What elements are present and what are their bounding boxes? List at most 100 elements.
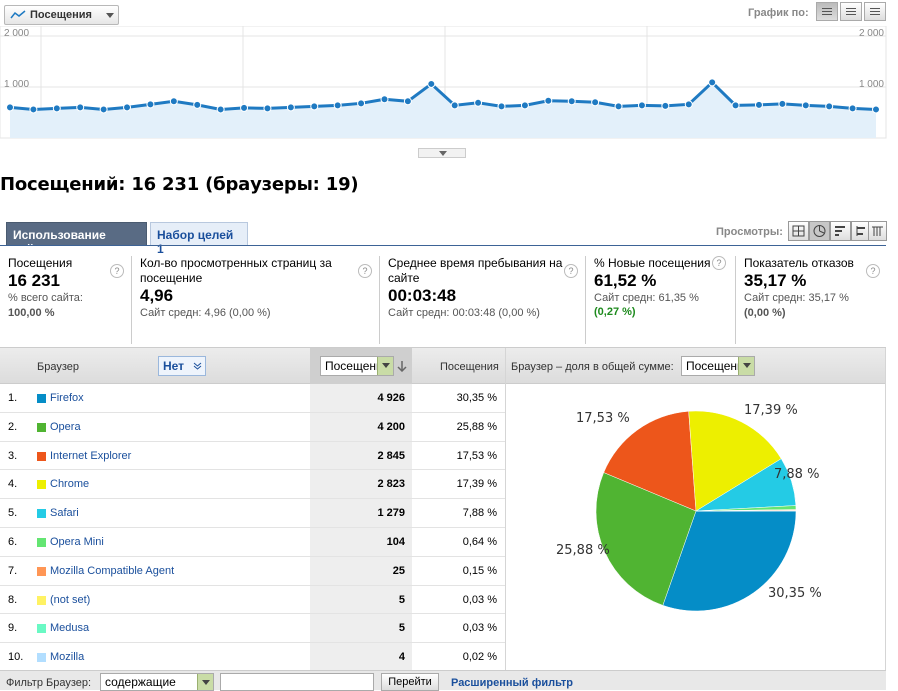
scorecard-title: Среднее время пребывания на сайте <box>388 256 585 286</box>
scorecard-sub: % всего сайта: <box>8 291 131 306</box>
color-swatch <box>37 596 46 605</box>
table-view-button[interactable] <box>788 221 809 241</box>
pie-view-button[interactable] <box>809 221 830 241</box>
graph-by-week-button[interactable] <box>840 2 862 21</box>
visits-value: 5 <box>310 586 412 614</box>
browser-link[interactable]: Opera <box>50 421 81 433</box>
data-point[interactable] <box>873 106 880 113</box>
data-point[interactable] <box>334 102 341 109</box>
visits-value: 1 279 <box>310 499 412 527</box>
data-point[interactable] <box>194 101 201 108</box>
data-point[interactable] <box>241 104 248 111</box>
data-point[interactable] <box>358 100 365 107</box>
visits-percent: 25,88 % <box>412 421 504 433</box>
expand-chart-button[interactable] <box>418 148 466 158</box>
data-point[interactable] <box>53 105 60 112</box>
browser-link[interactable]: Internet Explorer <box>50 450 131 462</box>
column-visits-share[interactable]: Посещения <box>440 361 499 373</box>
chevron-down-icon <box>738 357 754 375</box>
help-icon[interactable]: ? <box>866 264 880 278</box>
tab-goal-set-1[interactable]: Набор целей 1 <box>150 222 248 246</box>
help-icon[interactable]: ? <box>358 264 372 278</box>
browser-link[interactable]: Chrome <box>50 478 89 490</box>
pie-metric-select[interactable]: Посещения <box>681 356 755 376</box>
sort-metric-select[interactable]: Посещения <box>320 356 394 376</box>
scorecard-visits: Посещения 16 231 % всего сайта: 100,00 %… <box>0 256 132 344</box>
pivot-view-button[interactable] <box>868 221 887 241</box>
data-point[interactable] <box>615 103 622 110</box>
data-point[interactable] <box>709 79 716 86</box>
y-tick-label: 2 000 <box>859 28 884 39</box>
data-point[interactable] <box>521 102 528 109</box>
data-point[interactable] <box>170 98 177 105</box>
data-point[interactable] <box>849 105 856 112</box>
data-point[interactable] <box>755 101 762 108</box>
data-point[interactable] <box>124 104 131 111</box>
browser-link[interactable]: (not set) <box>50 594 90 606</box>
data-point[interactable] <box>826 103 833 110</box>
data-point[interactable] <box>30 106 37 113</box>
data-point[interactable] <box>404 98 411 105</box>
data-point[interactable] <box>732 102 739 109</box>
data-point[interactable] <box>381 96 388 103</box>
data-point[interactable] <box>7 104 14 111</box>
data-point[interactable] <box>498 103 505 110</box>
data-point[interactable] <box>100 106 107 113</box>
color-swatch <box>37 653 46 662</box>
graph-by-month-button[interactable] <box>864 2 886 21</box>
help-icon[interactable]: ? <box>564 264 578 278</box>
advanced-filter-link[interactable]: Расширенный фильтр <box>451 677 573 689</box>
filter-mode-select[interactable]: содержащие <box>100 673 214 691</box>
tab-site-usage[interactable]: Использование сайта <box>6 222 147 246</box>
visits-value: 2 823 <box>310 470 412 498</box>
data-point[interactable] <box>451 102 458 109</box>
browser-link[interactable]: Safari <box>50 507 79 519</box>
data-point[interactable] <box>568 98 575 105</box>
data-point[interactable] <box>685 101 692 108</box>
visits-value: 4 200 <box>310 413 412 441</box>
sort-desc-icon[interactable] <box>397 360 407 372</box>
color-swatch <box>37 567 46 576</box>
data-point[interactable] <box>662 102 669 109</box>
data-point[interactable] <box>264 105 271 112</box>
help-icon[interactable]: ? <box>712 256 726 270</box>
visits-percent: 0,03 % <box>412 594 504 606</box>
data-point[interactable] <box>802 102 809 109</box>
line-chart-icon <box>10 10 26 20</box>
scorecard-title: Кол-во просмотренных страниц за посещени… <box>140 256 379 286</box>
browser-link[interactable]: Medusa <box>50 622 89 634</box>
bar-chart-icon <box>831 222 850 240</box>
bar-view-button[interactable] <box>830 221 851 241</box>
browser-link[interactable]: Opera Mini <box>50 536 104 548</box>
data-point[interactable] <box>428 80 435 87</box>
secondary-dimension-select[interactable]: Нет <box>158 356 206 376</box>
data-point[interactable] <box>779 100 786 107</box>
go-button[interactable]: Перейти <box>381 673 439 691</box>
color-swatch <box>37 394 46 403</box>
color-swatch <box>37 423 46 432</box>
browser-link[interactable]: Mozilla Compatible Agent <box>50 565 174 577</box>
filter-input[interactable] <box>220 673 374 691</box>
data-point[interactable] <box>545 97 552 104</box>
data-point[interactable] <box>217 106 224 113</box>
data-point[interactable] <box>592 99 599 106</box>
data-point[interactable] <box>147 101 154 108</box>
filter-label: Фильтр Браузер: <box>6 677 91 689</box>
graph-by-day-button[interactable] <box>816 2 838 21</box>
scorecard-title: % Новые посещения <box>594 256 712 271</box>
data-point[interactable] <box>638 102 645 109</box>
scorecard-avg-time: Среднее время пребывания на сайте 00:03:… <box>380 256 586 344</box>
browser-link[interactable]: Mozilla <box>50 651 84 663</box>
data-point[interactable] <box>311 103 318 110</box>
data-point[interactable] <box>475 99 482 106</box>
metric-selector[interactable]: Посещения <box>4 5 119 25</box>
browser-link[interactable]: Firefox <box>50 392 84 404</box>
column-browser[interactable]: Браузер <box>37 361 79 373</box>
data-point[interactable] <box>287 104 294 111</box>
data-point[interactable] <box>77 104 84 111</box>
help-icon[interactable]: ? <box>110 264 124 278</box>
scorecard-title: Показатель отказов <box>744 256 886 271</box>
